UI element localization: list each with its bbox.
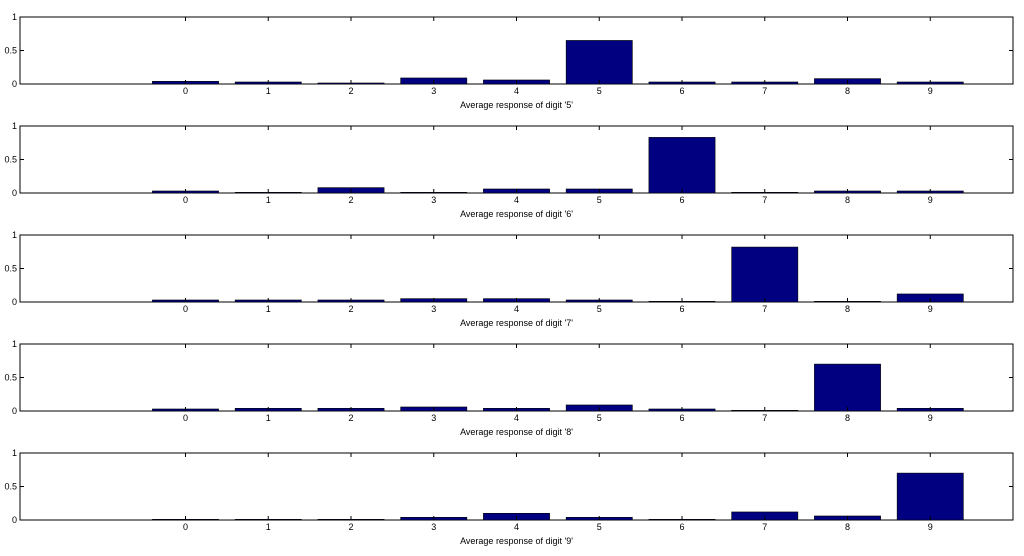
x-tick-label: 5 (597, 413, 602, 423)
y-tick-label: 0 (12, 188, 17, 198)
x-tick-label: 6 (679, 413, 684, 423)
y-tick-label: 0.5 (4, 482, 17, 492)
x-tick-label: 8 (845, 304, 850, 314)
x-tick-label: 3 (431, 413, 436, 423)
x-tick-label: 4 (514, 86, 519, 96)
y-tick-label: 0.5 (4, 373, 17, 383)
x-tick-label: 5 (597, 522, 602, 532)
x-tick-label: 1 (266, 304, 271, 314)
y-tick-label: 0 (12, 515, 17, 525)
x-tick-label: 2 (348, 413, 353, 423)
subplot-1: 0 0.5 1 0 1 2 3 4 5 6 7 8 9 Average response of digit… (4, 121, 1014, 219)
x-tick-label: 3 (431, 522, 436, 532)
x-tick-label: 7 (762, 195, 767, 205)
x-tick-label: 8 (845, 86, 850, 96)
x-tick-label: 0 (183, 195, 188, 205)
axes-frame (19, 125, 1014, 194)
x-tick-label: 3 (431, 195, 436, 205)
x-tick-label: 7 (762, 522, 767, 532)
x-tick-label: 0 (183, 522, 188, 532)
x-tick-label: 9 (928, 522, 933, 532)
y-tick-label: 0.5 (4, 46, 17, 56)
x-tick-label: 5 (597, 86, 602, 96)
subplot-2: 0 0.5 1 0 1 2 3 4 5 6 7 8 9 Average response of digit… (4, 230, 1014, 328)
y-tick-label: 0 (12, 297, 17, 307)
x-tick-label: 5 (597, 195, 602, 205)
x-axis-label: Average response of digit '9' (460, 536, 573, 546)
axes-frame (19, 452, 1014, 521)
x-tick-label: 2 (348, 304, 353, 314)
y-tick-label: 1 (12, 12, 17, 22)
y-tick-label: 0 (12, 406, 17, 416)
x-tick-label: 6 (679, 304, 684, 314)
y-tick-label: 0.5 (4, 264, 17, 274)
x-tick-label: 4 (514, 304, 519, 314)
x-tick-label: 0 (183, 86, 188, 96)
bar-8 (814, 363, 881, 412)
x-tick-label: 9 (928, 195, 933, 205)
x-tick-label: 9 (928, 304, 933, 314)
x-tick-label: 8 (845, 522, 850, 532)
x-tick-label: 0 (183, 413, 188, 423)
x-tick-label: 6 (679, 522, 684, 532)
x-tick-label: 3 (431, 304, 436, 314)
x-tick-label: 9 (928, 86, 933, 96)
x-tick-label: 1 (266, 195, 271, 205)
x-axis-label: Average response of digit '8' (460, 427, 573, 437)
subplot-4: 0 0.5 1 0 1 2 3 4 5 6 7 8 9 Average response of digit… (4, 448, 1014, 546)
subplot-0: 0 0.5 1 0 1 2 3 4 5 6 7 8 9 Average response of digit… (4, 12, 1014, 110)
x-tick-label: 9 (928, 413, 933, 423)
x-axis-label: Average response of digit '6' (460, 209, 573, 219)
bar-6 (648, 137, 716, 194)
x-tick-label: 7 (762, 413, 767, 423)
x-tick-label: 0 (183, 304, 188, 314)
x-tick-label: 7 (762, 86, 767, 96)
x-axis-label: Average response of digit '7' (460, 318, 573, 328)
bar-7 (731, 246, 799, 303)
bar-9 (896, 472, 964, 521)
y-tick-label: 1 (12, 448, 17, 458)
y-tick-label: 0.5 (4, 155, 17, 165)
axes-frame (19, 16, 1014, 85)
x-tick-label: 2 (348, 195, 353, 205)
x-tick-label: 2 (348, 86, 353, 96)
x-tick-label: 8 (845, 195, 850, 205)
y-tick-label: 1 (12, 230, 17, 240)
subplot-3: 0 0.5 1 0 1 2 3 4 5 6 7 8 9 Average response of digit… (4, 339, 1014, 437)
y-tick-label: 1 (12, 121, 17, 131)
x-axis-label: Average response of digit '5' (460, 100, 573, 110)
x-tick-label: 2 (348, 522, 353, 532)
x-tick-label: 4 (514, 413, 519, 423)
x-tick-label: 4 (514, 195, 519, 205)
x-tick-label: 4 (514, 522, 519, 532)
x-tick-label: 5 (597, 304, 602, 314)
x-tick-label: 1 (266, 86, 271, 96)
x-tick-label: 8 (845, 413, 850, 423)
y-tick-label: 1 (12, 339, 17, 349)
y-tick-label: 0 (12, 79, 17, 89)
x-tick-label: 7 (762, 304, 767, 314)
axes-frame (19, 234, 1014, 303)
x-tick-label: 6 (679, 195, 684, 205)
bar-5 (565, 40, 633, 85)
x-tick-label: 1 (266, 413, 271, 423)
x-tick-label: 6 (679, 86, 684, 96)
x-tick-label: 3 (431, 86, 436, 96)
x-tick-label: 1 (266, 522, 271, 532)
